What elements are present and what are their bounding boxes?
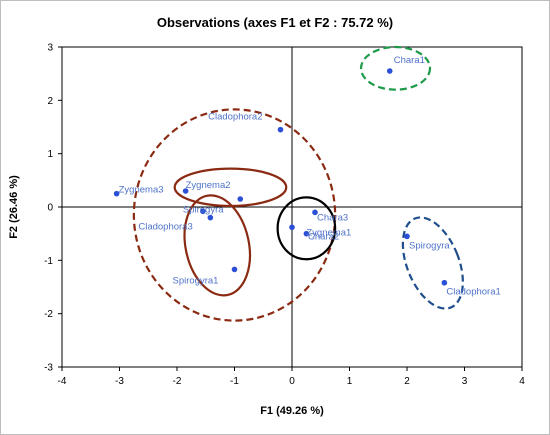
group-ellipse-4 — [183, 194, 252, 297]
labels-layer: Chara1 Cladophora2 Zygnema3 Zygnema2 Spirogy… — [119, 55, 501, 298]
point-label: Cladophora2 — [208, 112, 262, 123]
y-tick-label: -2 — [44, 309, 53, 320]
point-label: Cladophora3 — [138, 222, 192, 233]
axis-lines — [62, 47, 522, 367]
data-point — [277, 126, 284, 133]
x-tick-label: 1 — [347, 376, 353, 387]
x-tick-label: 3 — [462, 376, 468, 387]
y-tick-label: 0 — [47, 203, 53, 214]
y-tick-label: 2 — [47, 96, 53, 107]
x-tick-label: 0 — [289, 376, 295, 387]
data-point — [303, 230, 310, 237]
x-tick-label: -3 — [115, 376, 124, 387]
data-point — [237, 196, 244, 202]
x-tick-label: -4 — [58, 376, 67, 387]
group-ellipse-5 — [276, 196, 337, 261]
data-point — [207, 214, 214, 221]
point-label: Zygnema2 — [186, 180, 231, 191]
point-label: Zygnema1 — [306, 228, 351, 239]
data-point — [113, 190, 120, 197]
data-point — [441, 279, 448, 286]
x-axis-title: F1 (49.26 %) — [260, 405, 324, 417]
y-tick-label: 3 — [47, 43, 53, 54]
point-label: Chara3 — [317, 212, 348, 223]
data-point — [231, 266, 238, 273]
x-tick-label: -2 — [173, 376, 182, 387]
chart-title: Observations (axes F1 et F2 : 75.72 %) — [157, 15, 393, 30]
group-ellipse-6 — [401, 216, 464, 310]
ticks-layer: -4 -3 -2 -1 0 1 2 3 4 3 2 1 0 -1 -2 -3 — [44, 43, 525, 388]
point-label: Spirogyra — [409, 240, 450, 251]
points-layer — [113, 68, 448, 286]
x-tick-label: 2 — [404, 376, 410, 387]
data-point — [386, 68, 393, 74]
data-point — [200, 208, 206, 215]
data-point — [404, 233, 410, 240]
data-point — [312, 209, 318, 216]
data-point — [289, 224, 295, 231]
group-ellipse-1 — [359, 45, 432, 91]
point-label: Spirogyra — [183, 204, 224, 215]
point-label: Spirogyra1 — [173, 275, 219, 286]
data-point — [182, 188, 189, 194]
x-tick-label: 4 — [519, 376, 525, 387]
y-tick-label: -3 — [44, 363, 53, 374]
y-tick-label: 1 — [47, 149, 53, 160]
group-ellipse-2 — [132, 108, 337, 322]
point-label: Chara2 — [308, 231, 339, 242]
point-label: Chara1 — [394, 55, 425, 66]
y-tick-label: -1 — [44, 256, 53, 267]
x-tick-label: -1 — [230, 376, 239, 387]
point-label: Cladophora1 — [446, 287, 500, 298]
y-axis-title: F2 (26.46 %) — [8, 175, 20, 239]
ellipse-layer — [132, 45, 464, 322]
point-label: Zygnema3 — [119, 185, 164, 196]
